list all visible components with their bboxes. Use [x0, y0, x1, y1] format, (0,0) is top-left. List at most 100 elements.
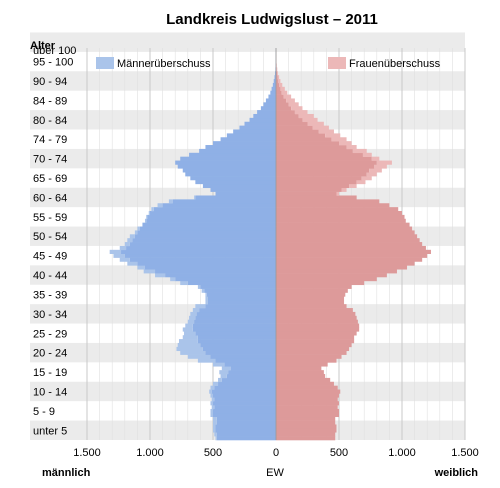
legend-swatch-female-excess: [328, 57, 346, 69]
right-axis-label-female: weiblich: [434, 467, 479, 479]
bar-male-excess: [155, 273, 166, 278]
bar-female: [276, 405, 338, 410]
bar-male: [187, 280, 276, 286]
bar-female: [276, 125, 313, 130]
bar-male-excess: [210, 393, 213, 398]
bar-male-excess: [213, 381, 219, 386]
bar-female: [276, 86, 281, 91]
bar-female: [276, 129, 319, 134]
bar-female: [276, 327, 360, 332]
bar-female: [276, 428, 337, 433]
x-tick-label: 1.000: [388, 447, 416, 459]
bar-female: [276, 397, 338, 402]
bar-male: [207, 300, 276, 305]
bar-male: [189, 152, 276, 157]
bar-female: [276, 211, 402, 216]
bar-male: [213, 393, 276, 398]
age-bars: [109, 48, 431, 441]
bar-male: [175, 160, 276, 165]
bar-female-excess: [374, 164, 387, 169]
bar-female: [276, 218, 406, 223]
bar-female: [276, 195, 357, 200]
bar-female-excess: [278, 79, 281, 84]
bar-male: [204, 288, 276, 293]
bar-male: [260, 106, 276, 111]
x-axis-title: EW: [266, 467, 284, 479]
bar-male-excess: [210, 408, 213, 414]
legend-female-excess: Frauenüberschuss: [328, 57, 441, 70]
y-axis-title: Alter: [30, 40, 56, 52]
legend-male-excess: Männerüberschuss: [96, 57, 211, 70]
bar-female: [276, 377, 331, 383]
bar-female: [276, 269, 397, 274]
bar-female-excess: [369, 168, 382, 173]
age-group-label: 10 - 14: [33, 386, 67, 398]
bar-male: [216, 416, 276, 421]
bar-female: [276, 416, 336, 421]
bar-male-excess: [210, 401, 213, 406]
bar-male-excess: [178, 339, 198, 344]
bar-male: [129, 242, 276, 247]
bar-female: [276, 261, 415, 266]
bar-male: [213, 141, 276, 146]
bar-female-excess: [307, 121, 324, 126]
bar-male: [192, 327, 276, 332]
bar-female: [276, 432, 336, 437]
bar-male: [165, 273, 276, 278]
x-tick-label: 1.500: [73, 447, 101, 459]
bar-female: [276, 308, 353, 313]
bar-male: [205, 350, 276, 355]
bar-female-excess: [346, 145, 357, 150]
bar-male: [196, 311, 276, 317]
bar-male: [226, 374, 276, 379]
bar-male: [215, 191, 276, 196]
bar-male-excess: [211, 397, 215, 402]
bar-female: [276, 71, 278, 76]
bar-male-excess: [218, 377, 222, 383]
bar-female: [276, 370, 324, 375]
bar-female: [276, 296, 345, 301]
bar-male-excess: [205, 296, 208, 301]
bar-male-excess: [187, 354, 211, 359]
bar-male-excess: [194, 195, 196, 200]
bar-female: [276, 148, 353, 154]
bar-male: [137, 261, 276, 266]
bar-male: [194, 319, 276, 324]
bar-female: [276, 331, 357, 336]
bar-male-excess: [129, 234, 135, 239]
bar-male: [274, 75, 276, 80]
bar-female: [276, 424, 337, 429]
bar-female: [276, 412, 339, 418]
bar-female: [276, 106, 292, 111]
bar-male: [195, 331, 276, 336]
bar-female: [276, 304, 347, 309]
bar-male: [249, 117, 276, 123]
bar-male-excess: [205, 300, 208, 305]
bar-male: [153, 207, 276, 212]
bar-female: [276, 141, 339, 146]
background-band: [30, 110, 465, 130]
background-band: [30, 71, 465, 91]
age-group-label: unter 5: [33, 425, 67, 437]
bar-female: [276, 156, 372, 161]
bar-male: [155, 269, 276, 274]
bar-male-excess: [210, 412, 213, 418]
bar-female: [276, 102, 289, 107]
x-tick-label: 1.000: [136, 447, 164, 459]
bar-male-excess: [197, 284, 201, 289]
bar-male: [180, 156, 276, 161]
bar-male-excess: [127, 261, 138, 266]
bar-male: [265, 98, 276, 103]
bar-female-excess: [281, 90, 288, 95]
age-group-label: 25 - 29: [33, 328, 67, 340]
bar-male-excess: [197, 358, 216, 363]
bar-male-excess: [182, 327, 193, 332]
bar-male: [202, 346, 276, 352]
bar-female: [276, 311, 356, 317]
age-group-label: 90 - 94: [33, 76, 67, 88]
bar-male-excess: [137, 265, 145, 270]
bar-male: [214, 385, 276, 390]
bar-male: [200, 284, 276, 289]
bar-male-excess: [124, 242, 130, 247]
bar-female: [276, 191, 337, 196]
